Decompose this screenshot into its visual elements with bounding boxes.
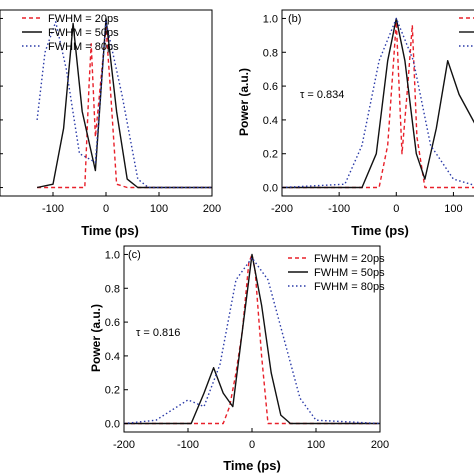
panel-c-legend: FWHM = 20ps FWHM = 50ps FWHM = 80ps: [288, 253, 385, 293]
panel-c-x-tick-label: 100: [307, 439, 325, 451]
panel-b-x-tick-label: 100: [444, 203, 462, 215]
panel-c-series-line-2: [124, 253, 380, 425]
panel-a-legend-label: FWHM = 50ps: [48, 27, 119, 39]
panel-a-x-tick-label: 0: [103, 203, 109, 215]
panel-b-x-tick-label: -200: [271, 203, 293, 215]
panel-b-y-tick-label: 0.8: [263, 47, 278, 59]
panel-b-series-line-1: [282, 21, 474, 189]
panel-b-y-tick-label: 0.6: [263, 81, 278, 93]
panel-c-series-line-1: [124, 253, 380, 425]
panel-a-x-tick-label: 100: [150, 203, 168, 215]
panel-c-legend-label: FWHM = 50ps: [314, 267, 385, 279]
panel-c-y-tick-label: 0.2: [105, 385, 120, 397]
panel-c-legend-label: FWHM = 20ps: [314, 253, 385, 265]
panel-b-x-axis-label: Time (ps): [351, 223, 409, 238]
panel-b-annotation: τ = 0.834: [300, 89, 344, 101]
panel-a-x-ticks: -100 0 100 200: [0, 17, 221, 215]
panel-a-legend: FWHM = 20ps FWHM = 50ps FWHM = 80ps: [22, 13, 119, 53]
panel-c-y-ticks: 0.0 0.2 0.4 0.6 0.8 1.0: [105, 249, 128, 431]
panel-b-x-tick-label: -100: [328, 203, 350, 215]
panel-b-legend-fragment: [459, 17, 474, 47]
panel-c-x-tick-label: 0: [249, 439, 255, 451]
panel-c-y-tick-label: 0.0: [105, 419, 120, 431]
panel-b-y-tick-label: 0.0: [263, 183, 278, 195]
panel-b-y-axis-label: Power (a.u.): [237, 68, 251, 136]
panel-c-y-axis-label: Power (a.u.): [89, 304, 103, 372]
panel-b-panel-label: (b): [288, 13, 301, 25]
panel-a-series: [36, 17, 212, 189]
panel-c-y-tick-label: 0.4: [105, 351, 120, 363]
panel-b-y-tick-label: 1.0: [263, 13, 278, 25]
panel-c-y-tick-label: 0.6: [105, 317, 120, 329]
panel-c-y-tick-label: 0.8: [105, 283, 120, 295]
panel-b-y-tick-label: 0.4: [263, 115, 278, 127]
panel-a-legend-label: FWHM = 20ps: [48, 13, 119, 25]
panel-c-x-tick-label: 200: [371, 439, 389, 451]
panel-b-x-tick-label: 0: [393, 203, 399, 215]
panel-b-x-ticks: -200 -100 0 100: [271, 192, 463, 215]
panel-c-x-axis-label: Time (ps): [223, 458, 281, 473]
panel-b-series-line-2: [282, 17, 474, 189]
panel-c-x-tick-label: -100: [177, 439, 199, 451]
panel-b-series: [282, 17, 474, 189]
panel-b: -200 -100 0 100 0.0 0.2 0.4 0.6 0.8 1.0 Time (ps…: [237, 9, 474, 238]
panel-a-series-line-1: [37, 26, 212, 189]
panel-a-x-tick-label: 200: [203, 203, 221, 215]
panel-b-plot-frame: [281, 9, 474, 197]
panel-b-series-line-3: [282, 17, 474, 189]
panel-c-panel-label: (c): [128, 249, 141, 261]
panel-b-y-ticks: 0.0 0.2 0.4 0.6 0.8 1.0: [263, 13, 286, 195]
panel-a-series-line-3: [36, 21, 212, 189]
panel-a-x-tick-label: -100: [42, 203, 64, 215]
panel-b-y-tick-label: 0.2: [263, 149, 278, 161]
panel-c-series: [124, 253, 380, 425]
panel-c-annotation: τ = 0.816: [136, 327, 180, 339]
panel-a-series-line-2: [36, 17, 212, 189]
panel-c: -200 -100 0 100 200 0.0 0.2 0.4 0.6 0.8 1.0 Time …: [89, 245, 389, 473]
panel-a-legend-label: FWHM = 80ps: [48, 41, 119, 53]
panel-c-legend-label: FWHM = 80ps: [314, 281, 385, 293]
panel-c-y-tick-label: 1.0: [105, 249, 120, 261]
panel-c-x-tick-label: -200: [113, 439, 135, 451]
panel-a-x-axis-label: Time (ps): [81, 223, 139, 238]
panel-c-x-ticks: -200 -100 0 100 200: [113, 428, 389, 451]
